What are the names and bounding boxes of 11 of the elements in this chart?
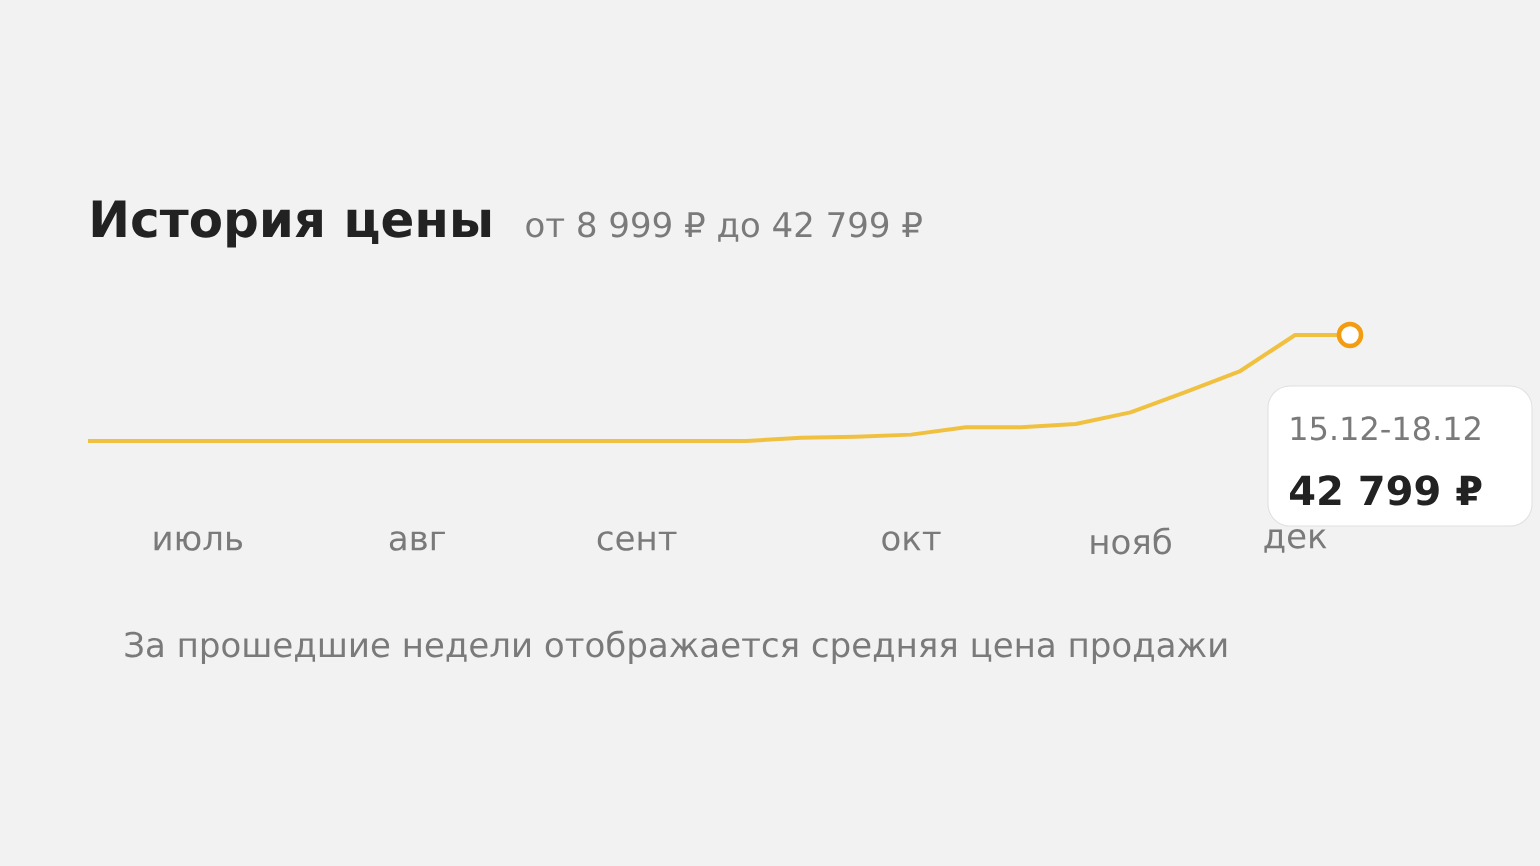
x-tick-label: окт xyxy=(882,531,941,551)
x-tick-label: дек xyxy=(1264,529,1327,553)
x-tick-label: июль xyxy=(154,531,242,551)
x-tick-label: нояб xyxy=(1091,527,1171,555)
text: 42 799 ₽ xyxy=(1290,475,1482,506)
x-tick-label: сент xyxy=(597,531,677,551)
chart-subtitle: от 8 999 ₽ до 42 799 ₽ xyxy=(526,211,922,242)
chart-title: История цены xyxy=(92,200,491,248)
annotation: 15.12-18.12 xyxy=(1291,416,1480,441)
text: За прошедшие недели отображается средняя цена продажи xyxy=(125,630,1227,665)
x-tick-label: авг xyxy=(389,531,445,551)
